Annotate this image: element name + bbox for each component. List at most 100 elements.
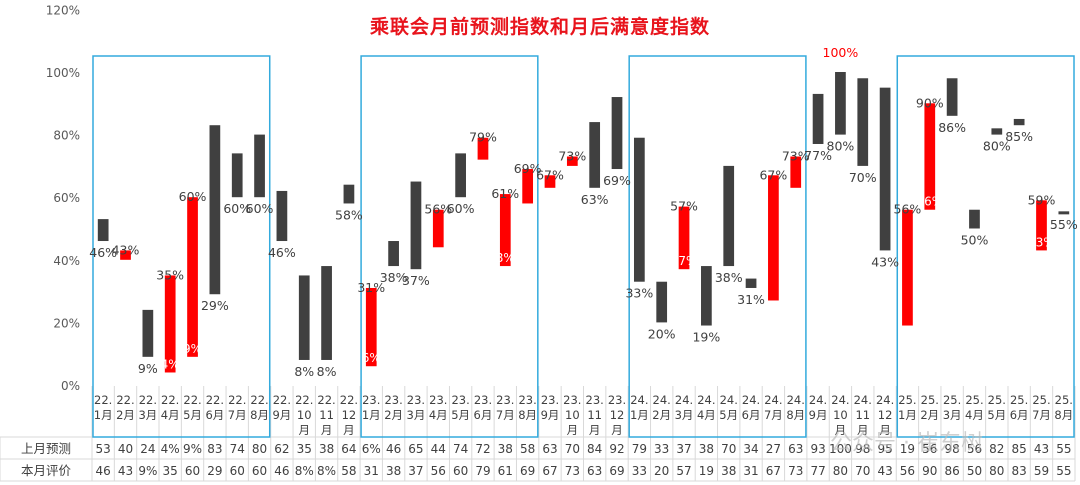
data-label: 73% <box>782 149 810 164</box>
table-cell: 79 <box>475 464 490 478</box>
table-cell: 20 <box>654 464 669 478</box>
table-cell: 100 <box>829 442 852 456</box>
data-label: 60% <box>246 201 274 216</box>
x-tick-label: 22. 1月 <box>94 393 113 422</box>
table-cell: 55 <box>1056 464 1071 478</box>
x-tick-label: 25. 8月 <box>1054 393 1073 422</box>
x-tick-label: 24. 6月 <box>742 393 761 422</box>
table-cell: 77 <box>810 464 825 478</box>
x-tick-label: 25. 3月 <box>943 393 962 422</box>
table-cell: 34 <box>743 442 758 456</box>
table-cell: 38 <box>498 442 513 456</box>
data-label: 60% <box>447 201 475 216</box>
highlight-box <box>360 55 539 438</box>
data-label: 80% <box>983 139 1011 154</box>
data-label: 85% <box>1005 129 1033 144</box>
data-label: 43% <box>871 254 899 269</box>
data-label: 90% <box>916 95 944 110</box>
table-cell: 38 <box>699 442 714 456</box>
bar <box>812 93 824 144</box>
x-tick-label: 24. 4月 <box>697 393 716 422</box>
table-cell: 62 <box>274 442 289 456</box>
data-label: 33% <box>625 286 653 301</box>
data-label: 35% <box>156 267 184 282</box>
bar <box>142 309 154 357</box>
data-label: 56% <box>424 202 452 217</box>
table-cell: 31 <box>364 464 379 478</box>
x-tick-label: 23. 9月 <box>541 393 560 422</box>
bar <box>566 156 578 166</box>
x-tick-label: 23. 3月 <box>407 393 426 422</box>
bar <box>432 209 444 248</box>
data-label: 60% <box>179 189 207 204</box>
table-cell: 9% <box>138 464 157 478</box>
bar-inner-label: 43% <box>1028 235 1055 249</box>
bar <box>209 125 221 295</box>
bar <box>388 241 399 267</box>
x-tick-label: 23. 2月 <box>384 393 403 422</box>
table-cell: 8% <box>295 464 314 478</box>
data-label: 69% <box>603 173 631 188</box>
table-cell: 58 <box>520 442 535 456</box>
table-cell: 60 <box>453 464 468 478</box>
bar <box>633 137 645 282</box>
table-cell: 53 <box>96 442 111 456</box>
y-tick-label: 100% <box>46 66 80 80</box>
peak-annotation: 100% <box>823 45 859 60</box>
x-tick-label: 22. 7月 <box>228 393 247 422</box>
x-tick-label: 22. 10 月 <box>295 393 313 437</box>
table-cell: 43 <box>1034 442 1049 456</box>
table-cell: 27 <box>766 442 781 456</box>
table-cell: 86 <box>944 464 959 478</box>
x-tick-label: 23. 11 月 <box>586 393 604 437</box>
y-tick-label: 60% <box>53 191 80 205</box>
table-cell: 59 <box>1034 464 1049 478</box>
bar <box>164 275 176 373</box>
table-cell: 33 <box>654 442 669 456</box>
table-cell: 64 <box>341 442 356 456</box>
table-cell: 55 <box>1056 442 1071 456</box>
data-label: 50% <box>961 233 989 248</box>
table-cell: 92 <box>609 442 624 456</box>
bar <box>187 197 198 357</box>
y-tick-label: 120% <box>46 3 80 17</box>
data-label: 46% <box>268 245 296 260</box>
table-cell: 31 <box>743 464 758 478</box>
table-cell: 82 <box>989 442 1004 456</box>
table-cell: 74 <box>453 442 468 456</box>
data-label: 80% <box>827 139 855 154</box>
table-cell: 56 <box>922 442 937 456</box>
bar <box>991 128 1003 135</box>
table-cell: 63 <box>587 464 602 478</box>
table-cell: 33 <box>632 464 647 478</box>
x-tick-label: 23. 8月 <box>518 393 537 422</box>
table-cell: 85 <box>1012 442 1027 456</box>
table-cell: 6% <box>362 442 381 456</box>
data-label: 58% <box>335 207 363 222</box>
table-cell: 84 <box>587 442 602 456</box>
data-label: 69% <box>514 161 542 176</box>
watermark-text: 公众号 · 崔东树 <box>830 431 983 456</box>
table-cell: 40 <box>118 442 133 456</box>
x-tick-label: 22. 9月 <box>272 393 291 422</box>
table-cell: 56 <box>431 464 446 478</box>
x-tick-label: 22. 11 月 <box>317 393 335 437</box>
x-tick-label: 22. 3月 <box>138 393 157 422</box>
x-tick-label: 25. 4月 <box>965 393 984 422</box>
x-tick-label: 23. 10 月 <box>563 393 581 437</box>
bar <box>97 219 109 242</box>
x-tick-label: 23. 7月 <box>496 393 515 422</box>
table-cell: 43 <box>118 464 133 478</box>
table-cell: 60 <box>252 464 267 478</box>
bar <box>365 287 377 367</box>
bar <box>723 165 735 267</box>
table-cell: 93 <box>810 442 825 456</box>
data-label: 9% <box>138 361 158 376</box>
data-label: 67% <box>536 167 564 182</box>
x-tick-label: 24. 1月 <box>630 393 649 422</box>
x-tick-label: 23. 12 月 <box>608 393 626 437</box>
highlight-box <box>628 55 807 438</box>
table-cell: 38 <box>386 464 401 478</box>
data-label: 77% <box>804 148 832 163</box>
data-label: 19% <box>692 330 720 345</box>
